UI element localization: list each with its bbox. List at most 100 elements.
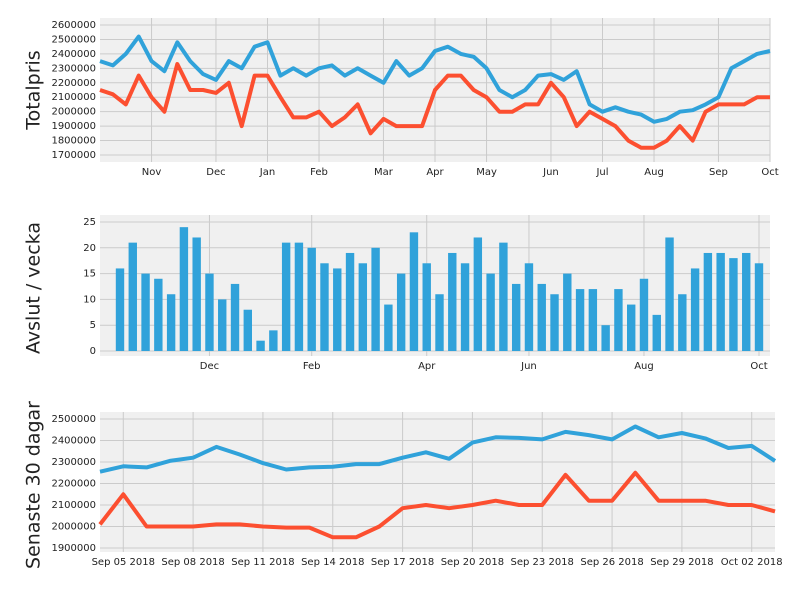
bar (754, 263, 764, 351)
y-tick-label: 10 (83, 294, 96, 305)
bar (396, 273, 406, 351)
bar (537, 283, 546, 351)
bar (384, 304, 393, 351)
bar (563, 273, 572, 351)
y-tick-label: 1700000 (51, 150, 96, 161)
x-tick-label: Sep 23 2018 (511, 557, 574, 568)
x-tick-label: Jan (259, 167, 275, 178)
y-tick-label: 20 (83, 243, 96, 254)
y-tick-label: 2000000 (51, 522, 96, 533)
y-tick-label: 2200000 (51, 479, 96, 490)
x-tick-label: Sep 05 2018 (92, 557, 155, 568)
y-tick-label: 2400000 (51, 49, 96, 60)
bar (575, 289, 585, 351)
x-tick-label: Sep 11 2018 (231, 557, 294, 568)
y-tick-label: 0 (90, 346, 96, 357)
x-tick-label: Jun (542, 167, 559, 178)
bar (333, 268, 342, 351)
y-tick-label: 2200000 (51, 78, 96, 89)
y-axis-label: Senaste 30 dagar (23, 401, 45, 569)
bar (473, 237, 483, 351)
y-axis-label: Avslut / vecka (23, 222, 45, 354)
bar (601, 325, 610, 351)
bar (115, 268, 125, 351)
bar (639, 278, 649, 351)
bar (166, 294, 176, 351)
bar (409, 232, 419, 351)
y-tick-label: 25 (83, 217, 96, 228)
bar (179, 227, 189, 351)
bar (218, 299, 227, 351)
line (99, 34, 771, 124)
x-tick-label: Sep 14 2018 (301, 557, 364, 568)
y-tick-label: 2300000 (51, 457, 96, 468)
y-tick-label: 1900000 (51, 543, 96, 554)
y-tick-label: 2100000 (51, 500, 96, 511)
x-tick-label: Oct 02 2018 (721, 557, 783, 568)
line (99, 62, 770, 150)
x-tick-label: Aug (644, 167, 664, 178)
y-tick-label: 2600000 (51, 20, 96, 31)
y-tick-label: 2500000 (51, 34, 96, 45)
bar (486, 273, 495, 351)
bar (588, 289, 598, 351)
bar (358, 263, 368, 351)
y-tick-label: 15 (83, 269, 96, 280)
bar (154, 278, 163, 351)
y-tick-label: 2500000 (51, 414, 96, 425)
bar (716, 252, 725, 351)
x-tick-label: Sep (709, 167, 728, 178)
x-tick-label: Sep 20 2018 (441, 557, 504, 568)
x-tick-label: Sep 29 2018 (650, 557, 713, 568)
x-tick-label: May (476, 167, 497, 178)
bar (665, 237, 674, 351)
x-tick-label: Sep 26 2018 (580, 557, 643, 568)
bar (729, 258, 738, 351)
bar (742, 252, 751, 351)
bar (294, 242, 304, 351)
y-axis-label: Totalpris (23, 50, 45, 130)
x-tick-label: Apr (418, 361, 436, 372)
y-tick-label: 1900000 (51, 121, 96, 132)
x-tick-label: Mar (374, 167, 394, 178)
y-tick-label: 5 (90, 320, 96, 331)
x-tick-label: Jun (520, 361, 537, 372)
y-tick-label: 2400000 (51, 436, 96, 447)
bar (460, 263, 470, 351)
bar (281, 242, 291, 351)
y-tick-label: 2300000 (51, 63, 96, 74)
bar (422, 263, 431, 351)
bar (499, 242, 508, 351)
bar (371, 247, 380, 351)
x-tick-label: Nov (142, 167, 162, 178)
line (99, 424, 777, 474)
x-tick-label: Feb (303, 361, 321, 372)
line (98, 470, 776, 540)
bar (256, 340, 265, 351)
x-tick-label: Dec (206, 167, 225, 178)
bar (524, 263, 534, 351)
bar (435, 294, 444, 351)
x-tick-label: Dec (200, 361, 219, 372)
bar (511, 283, 521, 351)
bar (690, 268, 700, 351)
x-tick-label: Sep 08 2018 (161, 557, 224, 568)
y-tick-label: 1800000 (51, 136, 96, 147)
x-tick-label: Jul (595, 167, 608, 178)
x-tick-label: Apr (426, 167, 444, 178)
bar (448, 252, 457, 351)
bar (141, 273, 150, 351)
bar (320, 263, 329, 351)
y-tick-label: 2000000 (51, 107, 96, 118)
x-tick-label: Oct (750, 361, 767, 372)
bar (205, 273, 214, 351)
x-tick-label: Sep 17 2018 (371, 557, 434, 568)
bar (614, 289, 623, 351)
x-tick-label: Oct (761, 167, 778, 178)
bar (192, 237, 201, 351)
x-tick-label: Feb (310, 167, 328, 178)
bar (230, 283, 240, 351)
bar (627, 304, 636, 351)
bar (128, 242, 137, 351)
